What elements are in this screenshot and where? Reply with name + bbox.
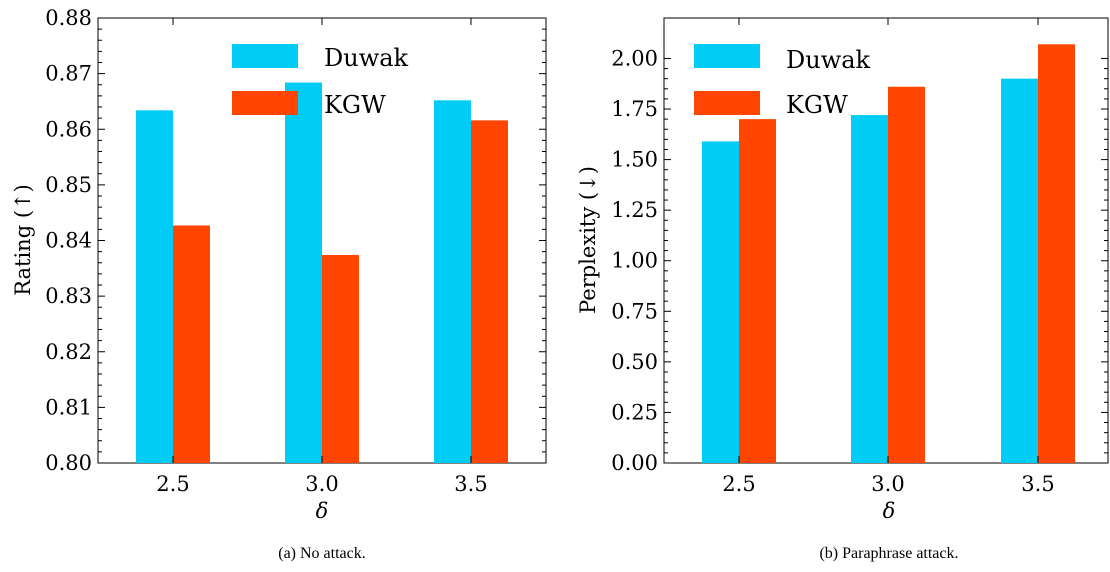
y-axis-label: Rating (↑): [11, 184, 35, 296]
legend: Duwak KGW: [232, 44, 409, 119]
y-ticks-group: 0.00 0.25 0.50 0.75 1.00 1.25 1.50 1.75 2.00: [611, 46, 1108, 475]
x-tick-label: 3.0: [871, 472, 904, 496]
panel-paraphrase-attack: 0.00 0.25 0.50 0.75 1.00 1.25 1.50 1.75 2.00 2.5…: [576, 17, 1109, 562]
y-tick-label: 0.81: [45, 395, 92, 419]
bar-kgw-3.0: [888, 86, 925, 463]
bar-kgw-2.5: [739, 119, 776, 464]
bars-group: [136, 82, 508, 464]
y-tick-label: 2.00: [611, 46, 658, 70]
caption: (a) No attack.: [278, 545, 366, 562]
y-tick-label: 0.25: [611, 400, 658, 424]
legend: Duwak KGW: [694, 44, 871, 119]
bar-duwak-2.5: [136, 110, 173, 464]
bar-kgw-3.5: [471, 120, 508, 463]
y-tick-label: 1.00: [611, 249, 658, 273]
legend-label-duwak: Duwak: [324, 44, 409, 72]
y-tick-label: 0.88: [45, 6, 92, 30]
legend-swatch-duwak: [694, 44, 760, 68]
legend-label-duwak: Duwak: [786, 46, 871, 74]
legend-swatch-kgw: [232, 91, 298, 115]
y-tick-label: 0.50: [611, 350, 658, 374]
y-tick-label: 0.00: [611, 451, 658, 475]
x-axis-label: δ: [316, 499, 329, 523]
x-tick-label: 2.5: [156, 472, 189, 496]
y-tick-label: 1.75: [611, 97, 658, 121]
y-tick-label: 0.83: [45, 284, 92, 308]
x-tick-label: 2.5: [722, 472, 755, 496]
bar-kgw-3.5: [1038, 44, 1075, 463]
x-tick-label: 3.5: [454, 472, 487, 496]
panel-no-attack: 0.80 0.81 0.82 0.83 0.84 0.85 0.86 0.87 0.88 2.5…: [11, 6, 547, 562]
legend-swatch-kgw: [694, 91, 760, 115]
bar-duwak-3.5: [1001, 78, 1038, 463]
x-ticks-group: 2.5 3.0 3.5: [722, 18, 1055, 496]
legend-label-kgw: KGW: [324, 91, 386, 119]
y-tick-label: 1.50: [611, 148, 658, 172]
y-ticks-group: 0.80 0.81 0.82 0.83 0.84 0.85 0.86 0.87 0.88: [45, 6, 546, 475]
bars-group: [702, 44, 1075, 464]
y-tick-label: 1.25: [611, 198, 658, 222]
bar-duwak-3.5: [434, 100, 471, 463]
x-tick-label: 3.0: [305, 472, 338, 496]
bar-duwak-3.0: [285, 82, 322, 464]
y-tick-label: 0.82: [45, 340, 92, 364]
y-tick-label: 0.84: [45, 229, 92, 253]
y-axis-label: Perplexity (↓): [576, 166, 600, 314]
x-ticks-group: 2.5 3.0 3.5: [156, 18, 488, 496]
y-tick-label: 0.75: [611, 299, 658, 323]
bar-kgw-3.0: [322, 254, 359, 463]
x-tick-label: 3.5: [1021, 472, 1054, 496]
bar-duwak-3.0: [851, 115, 888, 463]
y-tick-label: 0.80: [45, 451, 92, 475]
caption: (b) Paraphrase attack.: [819, 545, 958, 562]
legend-swatch-duwak: [232, 44, 298, 68]
legend-label-kgw: KGW: [786, 91, 848, 119]
x-axis-label: δ: [883, 499, 896, 523]
y-tick-label: 0.87: [45, 62, 92, 86]
bar-kgw-2.5: [173, 225, 210, 463]
bar-duwak-2.5: [702, 141, 739, 464]
y-tick-label: 0.85: [45, 173, 92, 197]
y-tick-label: 0.86: [45, 117, 92, 141]
